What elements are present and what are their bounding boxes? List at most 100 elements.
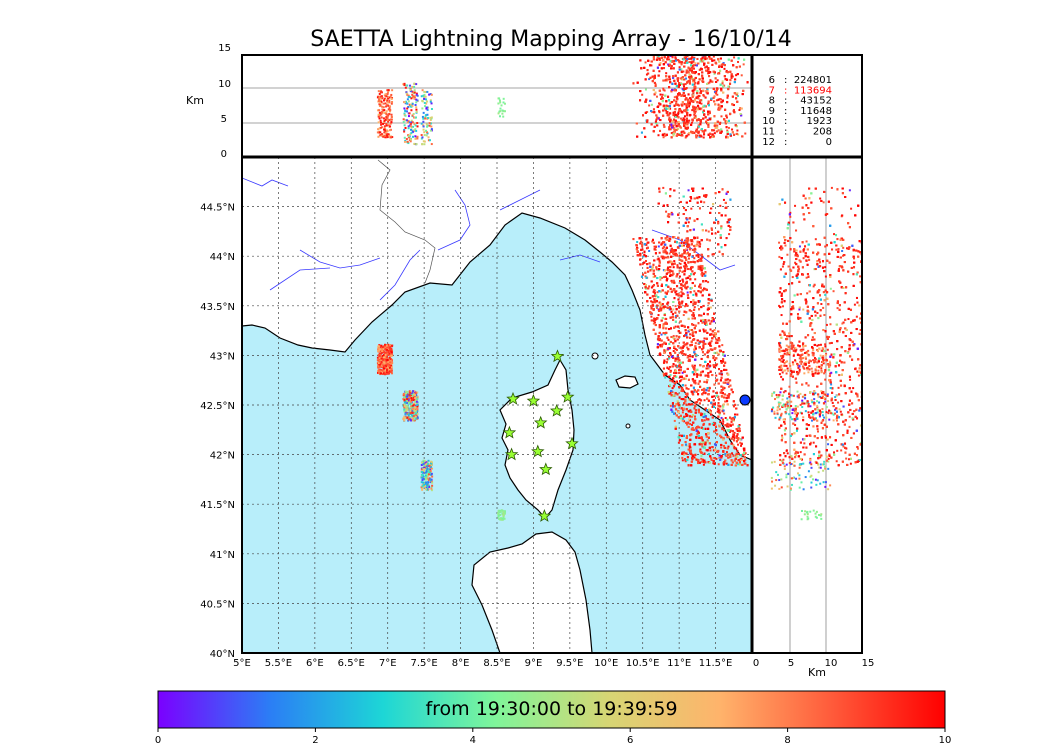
lightning-point bbox=[390, 364, 393, 367]
lightning-point bbox=[385, 344, 388, 347]
lightning-point-altitude-lon bbox=[420, 122, 423, 125]
lightning-point-altitude-lon bbox=[735, 132, 738, 135]
lightning-point-altitude-lon bbox=[686, 104, 689, 107]
lightning-point-altitude-lon bbox=[673, 118, 676, 121]
lightning-point-altitude-lon bbox=[695, 130, 698, 133]
lightning-point bbox=[402, 392, 405, 395]
lightning-point bbox=[390, 349, 393, 352]
lightning-point-altitude-lon bbox=[678, 66, 681, 69]
lightning-point-altitude-lon bbox=[414, 103, 417, 106]
lightning-point-altitude-lon bbox=[498, 99, 501, 102]
lightning-point-altitude-lon bbox=[691, 56, 694, 59]
lightning-point-altitude-lon bbox=[709, 136, 712, 139]
lightning-point-altitude-lon bbox=[688, 73, 691, 76]
lightning-point-altitude-lon bbox=[724, 120, 727, 123]
lightning-point-altitude-lon bbox=[691, 119, 694, 122]
lightning-point bbox=[378, 362, 381, 365]
lightning-point bbox=[502, 511, 505, 514]
lightning-point-altitude-lon bbox=[663, 89, 666, 92]
lightning-point bbox=[662, 186, 665, 189]
lightning-point-altitude-lon bbox=[406, 107, 409, 110]
lightning-point-altitude-lon bbox=[498, 97, 501, 100]
lightning-point-altitude-lon bbox=[636, 81, 639, 84]
lightning-point-altitude-lon bbox=[408, 121, 411, 124]
lightning-point-altitude-lon bbox=[707, 110, 710, 113]
lightning-point-altitude-lon bbox=[655, 118, 658, 121]
lightning-point bbox=[384, 370, 387, 373]
lightning-point-altitude-lon bbox=[386, 101, 389, 104]
lightning-point-altitude-lon bbox=[719, 131, 722, 134]
lightning-point-altitude-lon bbox=[733, 92, 736, 95]
lightning-point-altitude-lon bbox=[416, 99, 419, 102]
lightning-point-altitude-lon bbox=[411, 102, 414, 105]
lightning-point bbox=[424, 463, 427, 466]
lightning-point-altitude-lon bbox=[388, 101, 391, 104]
lightning-point-altitude-lon bbox=[379, 104, 382, 107]
lightning-point bbox=[659, 290, 662, 293]
lightning-point-altitude-lon bbox=[383, 125, 386, 128]
lightning-point-altitude-lon bbox=[652, 108, 655, 111]
lightning-point-altitude-lon bbox=[646, 69, 649, 72]
lightning-point bbox=[388, 346, 391, 349]
lightning-point-altitude-lon bbox=[665, 72, 668, 75]
lightning-point bbox=[693, 364, 696, 367]
lightning-point-altitude-lon bbox=[708, 81, 711, 84]
lightning-point bbox=[409, 400, 412, 403]
lightning-point bbox=[684, 398, 687, 401]
lightning-point-altitude-lon bbox=[426, 132, 429, 135]
lightning-point-altitude-lon bbox=[430, 93, 433, 96]
lightning-point-altitude-lon bbox=[385, 132, 388, 135]
lightning-point bbox=[502, 515, 505, 518]
lightning-point-altitude-lon bbox=[736, 73, 739, 76]
lightning-point-altitude-lon bbox=[645, 73, 648, 76]
lightning-point bbox=[430, 489, 433, 492]
lightning-point bbox=[383, 361, 386, 364]
lightning-point-altitude-lon bbox=[696, 90, 699, 93]
lightning-point-altitude-lon bbox=[717, 103, 720, 106]
lightning-point-altitude-lon bbox=[413, 122, 416, 125]
lightning-point-altitude-lon bbox=[413, 91, 416, 94]
lightning-point bbox=[414, 404, 417, 407]
lightning-point bbox=[412, 415, 415, 418]
lightning-point-altitude-lon bbox=[693, 88, 696, 91]
top-panel-ylabel: Km bbox=[186, 94, 204, 107]
lightning-point-altitude-lon bbox=[703, 133, 706, 136]
lightning-point-altitude-lon bbox=[683, 124, 686, 127]
lightning-point-altitude-lon bbox=[660, 97, 663, 100]
lightning-point-altitude-lon bbox=[684, 83, 687, 86]
lightning-point-altitude-lon bbox=[671, 120, 674, 123]
lightning-point-altitude-lon bbox=[725, 120, 728, 123]
lightning-point-altitude-lon bbox=[685, 103, 688, 106]
lightning-point-altitude-lon bbox=[718, 65, 721, 68]
lightning-point-altitude-lon bbox=[676, 115, 679, 118]
lightning-point-altitude-lon bbox=[694, 63, 697, 66]
lightning-point bbox=[384, 358, 387, 361]
lightning-point-altitude-lon bbox=[646, 110, 649, 113]
lightning-point bbox=[427, 459, 430, 462]
lightning-point-altitude-lon bbox=[681, 78, 684, 81]
lightning-point-altitude-lon bbox=[654, 91, 657, 94]
lightning-point bbox=[708, 386, 711, 389]
lightning-point bbox=[428, 471, 431, 474]
lightning-point-altitude-lon bbox=[411, 93, 414, 96]
border-france-italy bbox=[377, 159, 436, 284]
lightning-point-altitude-lon bbox=[659, 62, 662, 65]
lightning-point-altitude-lon bbox=[683, 94, 686, 97]
lightning-point-altitude-lon bbox=[423, 93, 426, 96]
lightning-point-altitude-lon bbox=[415, 143, 418, 146]
lightning-point-altitude-lon bbox=[663, 67, 666, 70]
lightning-point-altitude-lon bbox=[699, 123, 702, 126]
lightning-point bbox=[383, 362, 386, 365]
lightning-point-altitude-lon bbox=[658, 102, 661, 105]
lightning-point bbox=[497, 514, 500, 517]
lightning-point-altitude-lon bbox=[689, 67, 692, 70]
lightning-point bbox=[377, 369, 380, 372]
lightning-point-altitude-lon bbox=[719, 57, 722, 60]
lightning-point-altitude-lon bbox=[693, 83, 696, 86]
lightning-point-altitude-lon bbox=[693, 116, 696, 119]
lightning-point bbox=[386, 348, 389, 351]
lightning-point-altitude-lon bbox=[700, 90, 703, 93]
lightning-point bbox=[415, 396, 418, 399]
lightning-point-altitude-lon bbox=[739, 113, 742, 116]
lightning-point bbox=[407, 414, 410, 417]
